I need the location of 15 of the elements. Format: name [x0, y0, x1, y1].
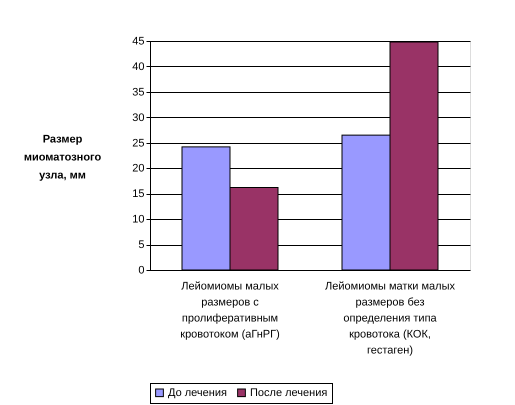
legend-label: После лечения — [250, 386, 328, 399]
y-tick-label: 15 — [132, 188, 144, 200]
y-tick-label: 25 — [132, 137, 144, 150]
y-tick-label: 40 — [132, 60, 144, 73]
y-tick-label: 0 — [138, 264, 144, 276]
y-axis-title: Размер миоматозного узла, мм — [24, 134, 102, 182]
y-tick-label: 45 — [132, 36, 144, 48]
y-tick-label: 35 — [132, 86, 144, 98]
x-tick-label: Лейомиомы малых размеров с пролиферативным кровотоком (аГнРГ) — [180, 280, 280, 340]
x-tick-label: Лейомиомы матки малых размеров без определения типа кровотока (КОК, гестаген) — [325, 280, 456, 356]
legend-label: До лечения — [168, 386, 227, 399]
y-tick-label: 20 — [132, 162, 144, 175]
y-tick-label: 5 — [138, 239, 144, 252]
y-tick-label: 10 — [132, 214, 144, 226]
y-tick-label: 30 — [132, 112, 144, 124]
